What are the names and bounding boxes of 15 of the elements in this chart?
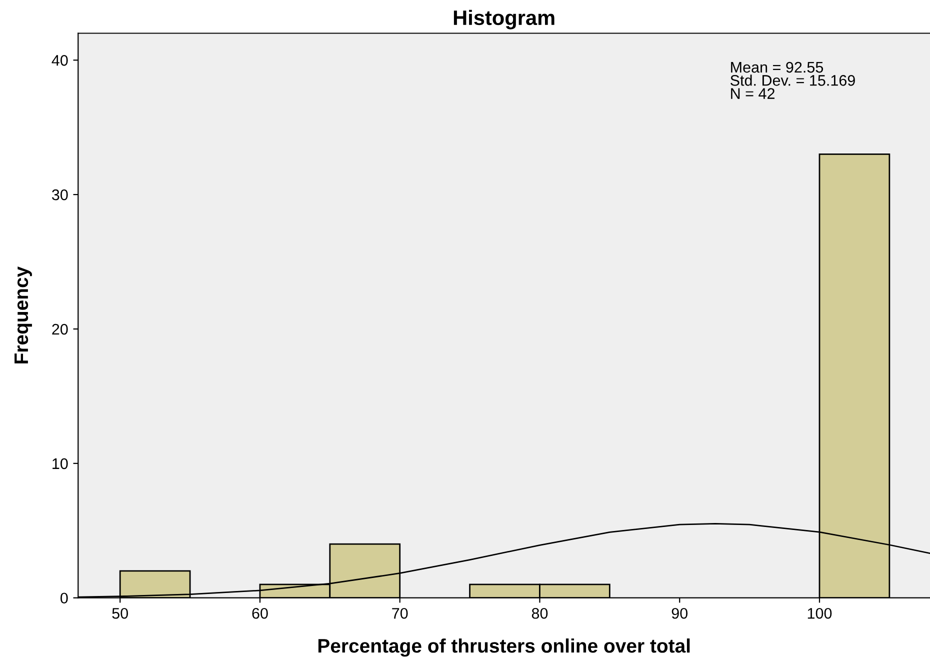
y-tick-label: 0: [60, 592, 68, 604]
x-tick-label: 80: [532, 608, 548, 619]
y-tick-label: 40: [52, 55, 68, 66]
y-axis-title: Frequency: [14, 266, 32, 364]
x-tick-label: 50: [112, 608, 128, 619]
x-tick-label: 90: [672, 608, 688, 619]
y-tick-label: 20: [52, 324, 68, 335]
x-axis-title: Percentage of thrusters online over total: [318, 638, 690, 657]
chart-title: Histogram: [454, 10, 554, 30]
x-tick-label: 70: [392, 608, 408, 619]
x-tick-label: 100: [808, 608, 832, 619]
y-tick-label: 30: [52, 189, 68, 200]
x-tick-label: 60: [252, 608, 268, 619]
annotation: Mean = 92.55 Std. Dev. = 15.169 N = 42: [730, 62, 855, 99]
y-tick-label: 10: [52, 458, 68, 470]
